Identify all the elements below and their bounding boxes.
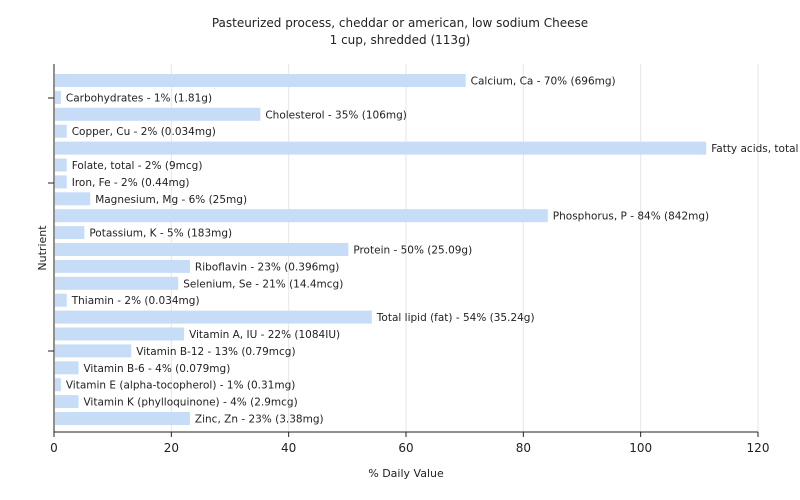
bar-label: Selenium, Se - 21% (14.4mcg) (183, 278, 343, 290)
bar (55, 74, 466, 87)
bar-label: Vitamin K (phylloquinone) - 4% (2.9mcg) (83, 397, 297, 409)
bar (55, 378, 61, 392)
bar-label: Potassium, K - 5% (183mg) (89, 228, 232, 240)
bar (55, 412, 190, 425)
chart-title: Pasteurized process, cheddar or american… (212, 16, 588, 30)
bars-group: Calcium, Ca - 70% (696mg) Carbohydrates -… (55, 74, 800, 426)
x-tick-label: 60 (398, 441, 413, 455)
x-axis-title: % Daily Value (368, 467, 444, 480)
bar-label: Vitamin B-6 - 4% (0.079mg) (83, 363, 230, 375)
bar (55, 243, 349, 256)
bar-label: Fatty acids, total saturated - 111% (22.… (711, 143, 800, 155)
x-tick-label: 0 (50, 441, 58, 455)
x-tick-label: 120 (747, 441, 770, 455)
grid-lines (170, 64, 759, 432)
x-tick-label: 100 (629, 441, 652, 455)
bar (55, 175, 67, 189)
bar-label: Copper, Cu - 2% (0.034mg) (72, 126, 216, 138)
bar (55, 344, 132, 358)
chart-subtitle: 1 cup, shredded (113g) (330, 33, 471, 47)
bar-label: Zinc, Zn - 23% (3.38mg) (195, 414, 324, 426)
bar (55, 141, 707, 155)
bar (55, 107, 261, 121)
bar-label: Riboflavin - 23% (0.396mg) (195, 261, 339, 273)
bar-label: Protein - 50% (25.09g) (353, 245, 472, 257)
bar-label: Magnesium, Mg - 6% (25mg) (95, 194, 247, 206)
bar-label: Thiamin - 2% (0.034mg) (71, 295, 200, 307)
bar (55, 226, 85, 240)
bar-label: Vitamin A, IU - 22% (1084IU) (189, 329, 340, 341)
bar (55, 327, 185, 341)
bar (55, 361, 79, 375)
bar (55, 293, 67, 307)
bar (55, 90, 61, 104)
bar-label: Total lipid (fat) - 54% (35.24g) (376, 312, 535, 324)
bar (55, 158, 67, 172)
bar-label: Vitamin B-12 - 13% (0.79mcg) (136, 346, 295, 358)
bar-label: Carbohydrates - 1% (1.81g) (66, 92, 212, 104)
bar (55, 209, 548, 223)
bar-label: Cholesterol - 35% (106mg) (265, 109, 407, 121)
bar (55, 310, 372, 324)
bar-label: Folate, total - 2% (9mcg) (72, 160, 203, 172)
bar (55, 395, 79, 409)
bar (55, 192, 91, 206)
x-tick-label: 80 (516, 441, 531, 455)
bar (55, 276, 179, 290)
bar (55, 259, 190, 273)
bar-label: Calcium, Ca - 70% (696mg) (471, 76, 616, 88)
bar (55, 124, 67, 138)
x-tick-label: 40 (281, 441, 296, 455)
x-tick-label: 20 (164, 441, 179, 455)
axes-group: 0 20 40 60 80 100 120 (48, 64, 769, 455)
y-axis-title: Nutrient (36, 225, 49, 271)
bar-label: Phosphorus, P - 84% (842mg) (553, 211, 709, 223)
bar-label: Vitamin E (alpha-tocopherol) - 1% (0.31m… (66, 380, 296, 392)
bar-label: Iron, Fe - 2% (0.44mg) (72, 177, 190, 189)
